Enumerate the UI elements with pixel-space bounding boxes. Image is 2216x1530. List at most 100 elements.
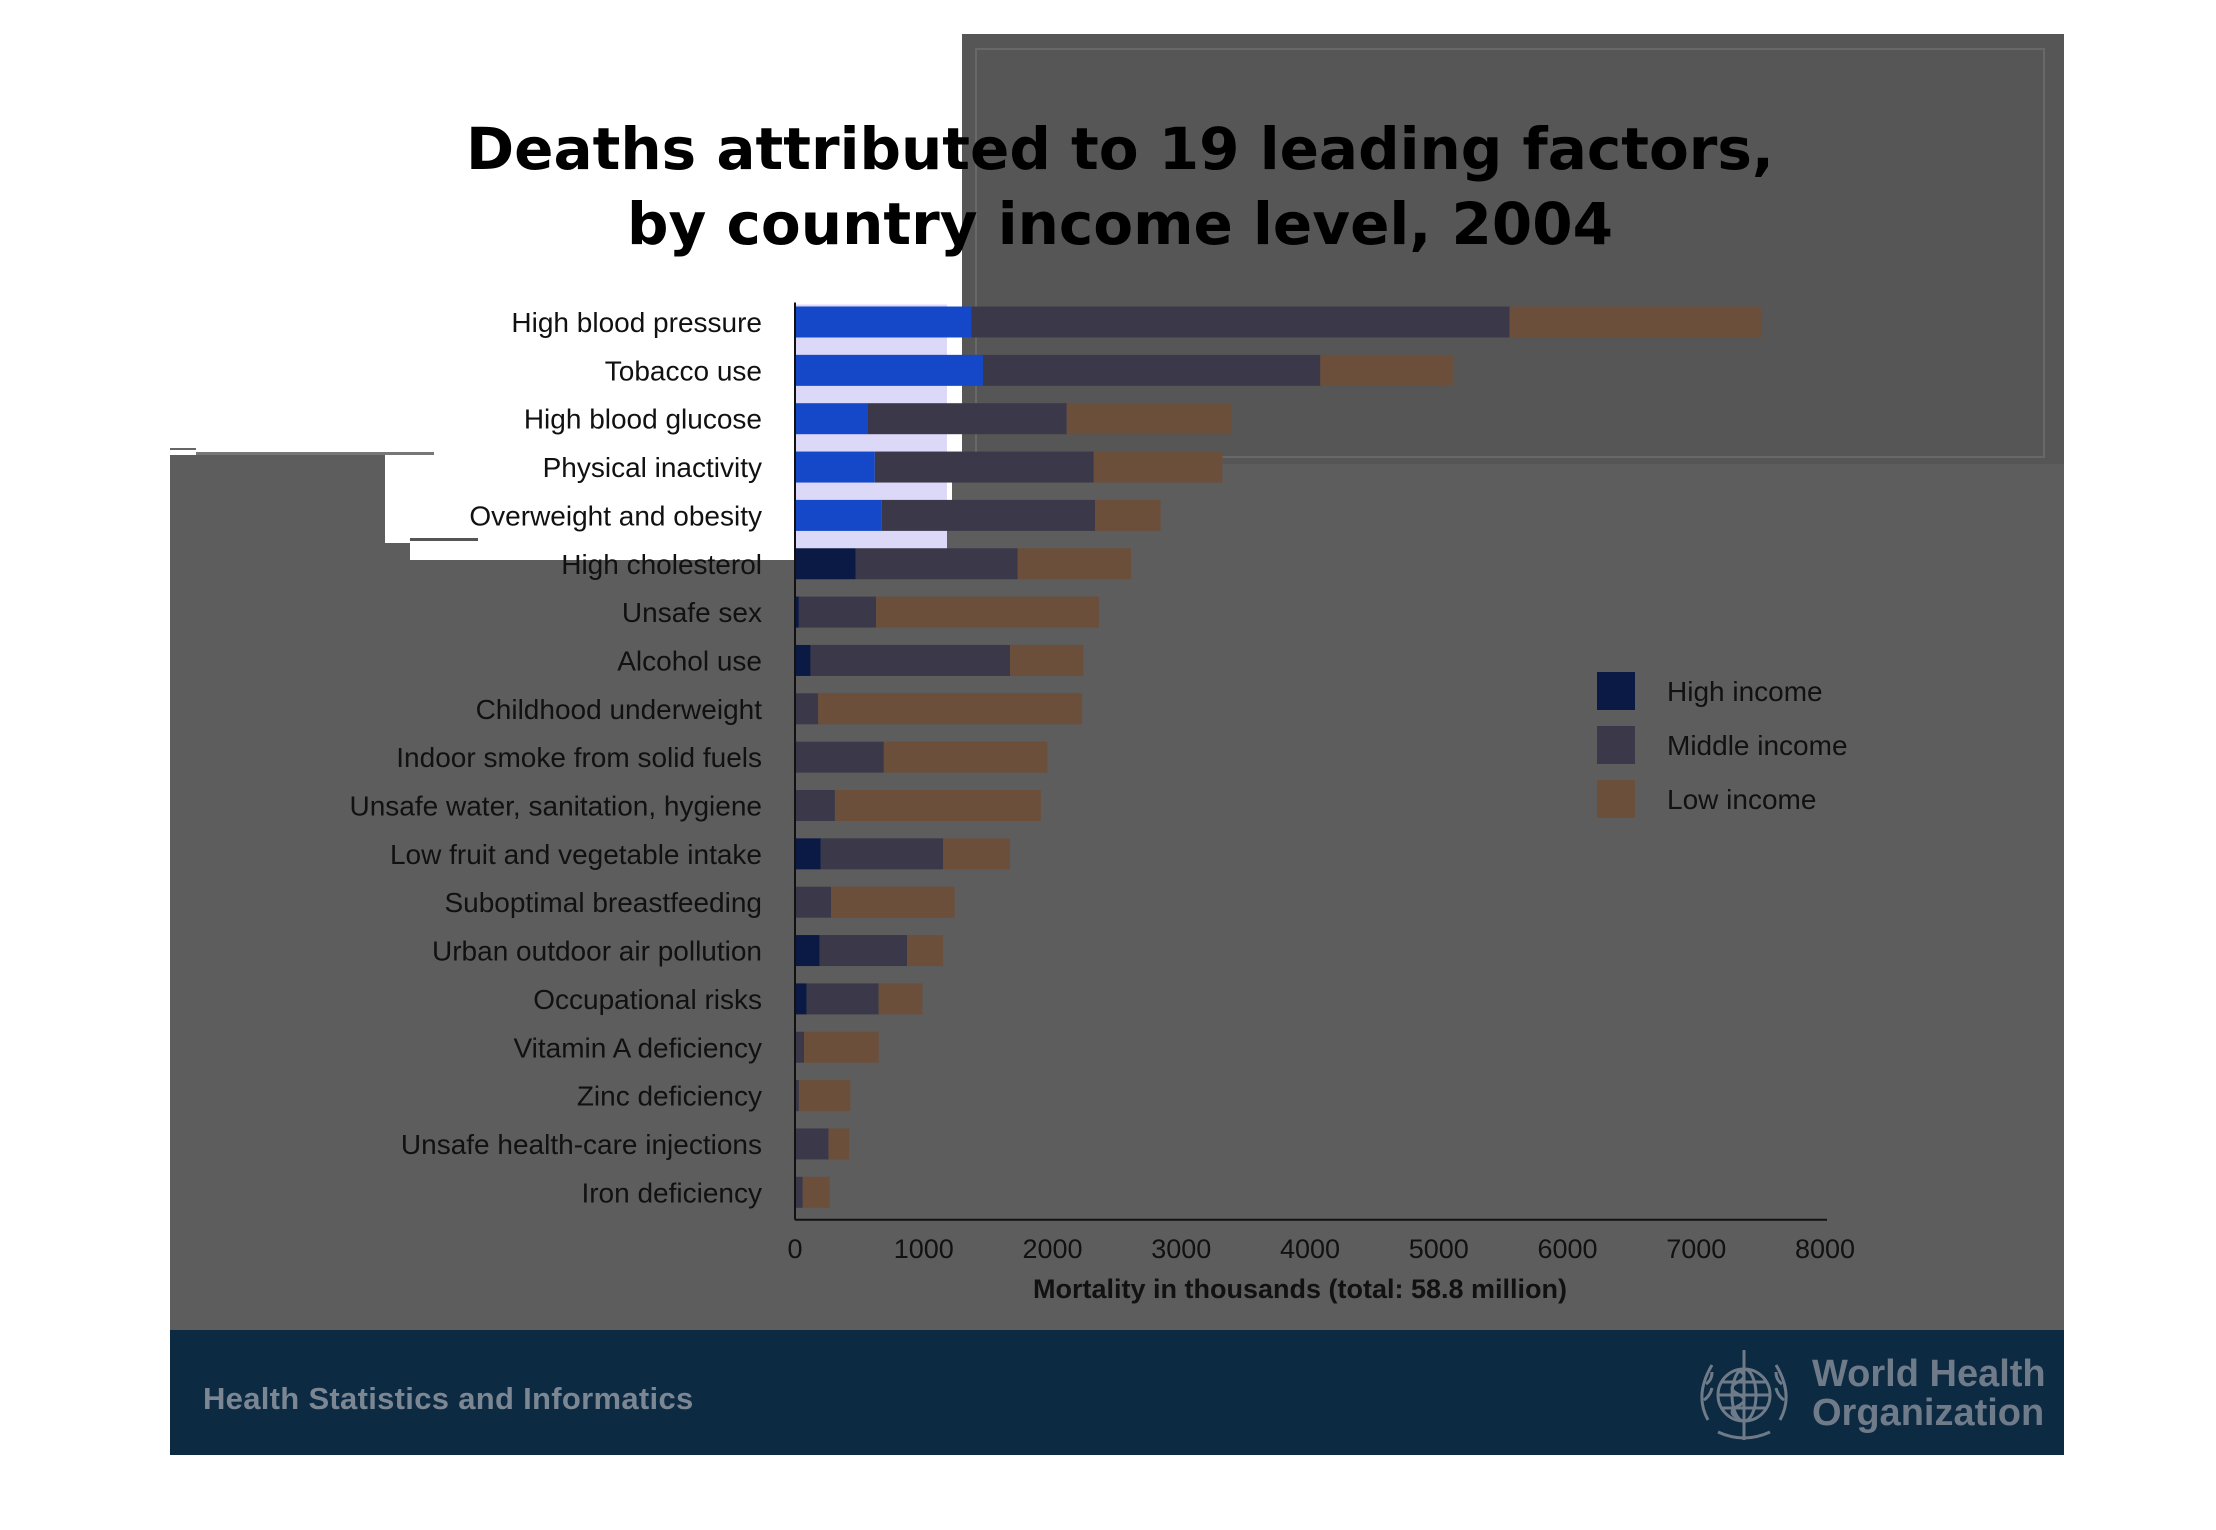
category-label: Vitamin A deficiency bbox=[513, 1032, 762, 1063]
x-tick-label: 5000 bbox=[1409, 1234, 1469, 1264]
bar-segment-low-income bbox=[1017, 548, 1132, 580]
category-labels: High blood pressure Tobacco use High blood… bbox=[350, 307, 763, 1208]
bar-segment-middle-income bbox=[820, 838, 944, 870]
bar-segment-middle-income bbox=[795, 693, 819, 725]
bar-segment-low-income bbox=[907, 935, 944, 967]
bar-segment-middle-income bbox=[819, 935, 908, 967]
bar-segment-low-income bbox=[818, 693, 1083, 725]
category-label: Indoor smoke from solid fuels bbox=[396, 742, 762, 773]
footer-bar bbox=[170, 1330, 2064, 1455]
strip-line bbox=[196, 452, 434, 455]
bar-segment-high-income bbox=[795, 838, 821, 870]
bars-layer bbox=[795, 306, 1762, 1208]
category-label: Urban outdoor air pollution bbox=[432, 936, 762, 967]
category-label: Unsafe health-care injections bbox=[401, 1129, 762, 1160]
bar-segment-middle-income bbox=[795, 1080, 799, 1112]
bar-segment-middle-income bbox=[798, 596, 877, 628]
strip-line bbox=[170, 448, 196, 450]
bar-segment-low-income bbox=[804, 1031, 879, 1063]
strip-line bbox=[410, 538, 478, 541]
bar-segment-middle-income bbox=[874, 451, 1094, 483]
bar-segment-middle-income bbox=[795, 741, 884, 773]
slide-header-frame bbox=[975, 48, 2045, 458]
organization-name-line2: Organization bbox=[1812, 1392, 2045, 1434]
organization-name-line1: World Health bbox=[1812, 1353, 2046, 1395]
x-tick-label: 1000 bbox=[894, 1234, 954, 1264]
legend-label: High income bbox=[1667, 676, 1823, 707]
bar-segment-low-income bbox=[798, 1080, 851, 1112]
legend-label: Low income bbox=[1667, 784, 1816, 815]
bar-segment-high-income bbox=[795, 596, 799, 628]
bar-segment-middle-income bbox=[855, 548, 1018, 580]
x-axis-title: Mortality in thousands (total: 58.8 mill… bbox=[1033, 1274, 1567, 1304]
category-label: Physical inactivity bbox=[543, 452, 762, 483]
bar-segment-high-income bbox=[795, 403, 868, 435]
bar-segment-low-income bbox=[834, 790, 1041, 821]
bar-segment-middle-income bbox=[810, 644, 1011, 676]
x-tick-label: 6000 bbox=[1537, 1234, 1597, 1264]
bar-segment-high-income bbox=[795, 499, 882, 531]
legend-swatch bbox=[1597, 726, 1635, 764]
chart-title-line1: Deaths attributed to 19 leading factors, bbox=[466, 115, 1774, 183]
bar-segment-low-income bbox=[943, 838, 1011, 870]
chart-title: Deaths attributed to 19 leading factors,… bbox=[400, 112, 1840, 262]
bar-segment-middle-income bbox=[881, 499, 1095, 531]
bar-segment-low-income bbox=[1093, 451, 1223, 483]
bar-segment-low-income bbox=[1010, 644, 1084, 676]
chart-title-line2: by country income level, 2004 bbox=[627, 190, 1613, 258]
category-label: Iron deficiency bbox=[581, 1177, 762, 1208]
bar-segment-low-income bbox=[828, 1128, 850, 1160]
bar-segment-high-income bbox=[795, 306, 972, 338]
bar-segment-low-income bbox=[1066, 403, 1232, 435]
bar-segment-high-income bbox=[795, 451, 875, 483]
who-emblem-icon bbox=[1700, 1350, 1788, 1440]
category-label: Occupational risks bbox=[533, 984, 762, 1015]
category-label: Alcohol use bbox=[617, 645, 762, 676]
slide-header-panel bbox=[962, 34, 2064, 464]
bar-segment-middle-income bbox=[795, 1128, 829, 1160]
x-tick-label: 8000 bbox=[1795, 1234, 1855, 1264]
bar-segment-middle-income bbox=[867, 403, 1067, 435]
bar-segment-low-income bbox=[1094, 499, 1161, 531]
slide-background bbox=[170, 455, 2064, 1455]
x-tick-label: 4000 bbox=[1280, 1234, 1340, 1264]
category-label: Overweight and obesity bbox=[469, 500, 762, 531]
category-label: High cholesterol bbox=[561, 549, 762, 580]
legend-swatch bbox=[1597, 672, 1635, 710]
bar-segment-middle-income bbox=[795, 790, 835, 821]
bar-segment-middle-income bbox=[795, 886, 832, 918]
category-label: Zinc deficiency bbox=[577, 1081, 762, 1112]
bar-segment-low-income bbox=[1509, 306, 1762, 338]
category-label: Tobacco use bbox=[605, 355, 762, 386]
x-tick-label: 0 bbox=[787, 1234, 802, 1264]
category-label: High blood pressure bbox=[511, 307, 762, 338]
bar-segment-high-income bbox=[795, 644, 811, 676]
legend-swatch bbox=[1597, 780, 1635, 818]
legend-label: Middle income bbox=[1667, 730, 1848, 761]
bar-segment-high-income bbox=[795, 983, 807, 1015]
bar-segment-low-income bbox=[883, 741, 1048, 773]
x-tick-label: 7000 bbox=[1666, 1234, 1726, 1264]
bar-segment-low-income bbox=[831, 886, 955, 918]
category-label: High blood glucose bbox=[524, 404, 762, 435]
x-axis: 0 1000 2000 3000 4000 5000 6000 7000 8000 bbox=[787, 302, 1855, 1264]
bar-segment-middle-income bbox=[806, 983, 879, 1015]
bar-segment-middle-income bbox=[982, 354, 1321, 386]
bar-segment-middle-income bbox=[795, 1176, 803, 1208]
x-tick-label: 3000 bbox=[1151, 1234, 1211, 1264]
bar-segment-high-income bbox=[795, 548, 856, 580]
footer-department-text: Health Statistics and Informatics bbox=[203, 1381, 694, 1416]
bar-segment-low-income bbox=[802, 1176, 830, 1208]
category-label: Childhood underweight bbox=[476, 694, 763, 725]
legend: High income Middle income Low income bbox=[1597, 672, 1848, 818]
bar-segment-low-income bbox=[878, 983, 923, 1015]
category-label: Unsafe water, sanitation, hygiene bbox=[350, 791, 762, 822]
x-tick-label: 2000 bbox=[1022, 1234, 1082, 1264]
category-label: Low fruit and vegetable intake bbox=[390, 839, 762, 870]
bar-segment-middle-income bbox=[971, 306, 1510, 338]
bar-segment-high-income bbox=[795, 935, 820, 967]
organization-name: World Health Organization bbox=[1812, 1355, 2046, 1433]
bar-segment-low-income bbox=[876, 596, 1099, 628]
category-label: Suboptimal breastfeeding bbox=[444, 887, 762, 918]
